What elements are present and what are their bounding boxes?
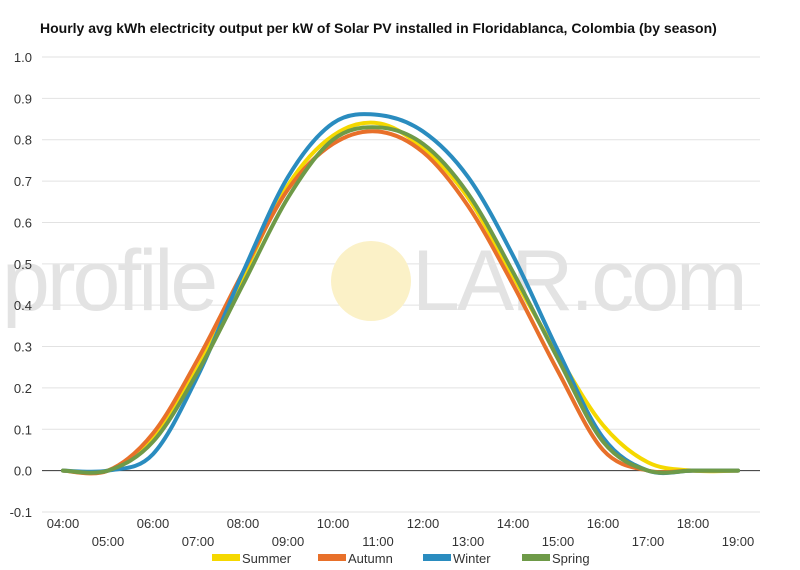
legend-item-winter[interactable]: Winter [423,551,491,566]
x-axis-ticks: 04:00 05:00 06:00 07:00 08:00 09:00 10:00 11:00… [47,516,755,549]
y-tick-label: 0.8 [14,133,32,148]
y-tick-label: 0.0 [14,464,32,479]
x-tick-label: 16:00 [587,516,620,531]
legend-item-autumn[interactable]: Autumn [318,551,393,566]
x-tick-label: 06:00 [137,516,170,531]
watermark: profile LAR.com [2,233,748,329]
x-tick-label: 13:00 [452,534,485,549]
x-tick-label: 07:00 [182,534,215,549]
x-tick-label: 14:00 [497,516,530,531]
series-line-spring [61,125,740,475]
watermark-text-right: LAR.com [412,233,745,329]
x-tick-label: 17:00 [632,534,665,549]
x-tick-label: 04:00 [47,516,80,531]
x-tick-label: 11:00 [362,534,394,549]
y-tick-label: 0.1 [14,422,32,437]
y-tick-label: 0.9 [14,91,32,106]
x-tick-label: 18:00 [677,516,710,531]
legend-label: Winter [453,551,491,566]
y-axis-ticks: -0.1 0.0 0.1 0.2 0.3 0.4 0.5 0.6 0.7 0.8 0.9 1.0 [10,50,32,520]
legend-swatch [423,554,451,561]
x-tick-label: 08:00 [227,516,260,531]
watermark-sun [331,241,411,321]
x-tick-label: 10:00 [317,516,350,531]
y-tick-label: 0.2 [14,381,32,396]
y-tick-label: 1.0 [14,50,32,65]
legend-swatch [212,554,240,561]
x-tick-label: 12:00 [407,516,440,531]
y-tick-label: 0.5 [14,257,32,272]
y-tick-label: 0.3 [14,340,32,355]
legend-label: Spring [552,551,590,566]
x-tick-label: 19:00 [722,534,755,549]
y-tick-label: 0.4 [14,298,32,313]
legend-item-summer[interactable]: Summer [212,551,292,566]
legend: Summer Autumn Winter Spring [212,551,590,566]
x-tick-label: 15:00 [542,534,575,549]
x-tick-label: 05:00 [92,534,125,549]
watermark-text-left: profile [2,233,215,329]
legend-label: Summer [242,551,292,566]
series-line-winter [61,112,740,476]
legend-swatch [522,554,550,561]
legend-label: Autumn [348,551,393,566]
series-lines [61,112,740,476]
chart-title: Hourly avg kWh electricity output per kW… [40,20,717,36]
y-tick-label: -0.1 [10,505,32,520]
series-line-autumn [61,129,740,476]
legend-swatch [318,554,346,561]
legend-item-spring[interactable]: Spring [522,551,590,566]
x-tick-label: 09:00 [272,534,305,549]
y-tick-label: 0.6 [14,215,32,230]
y-tick-label: 0.7 [14,174,32,189]
